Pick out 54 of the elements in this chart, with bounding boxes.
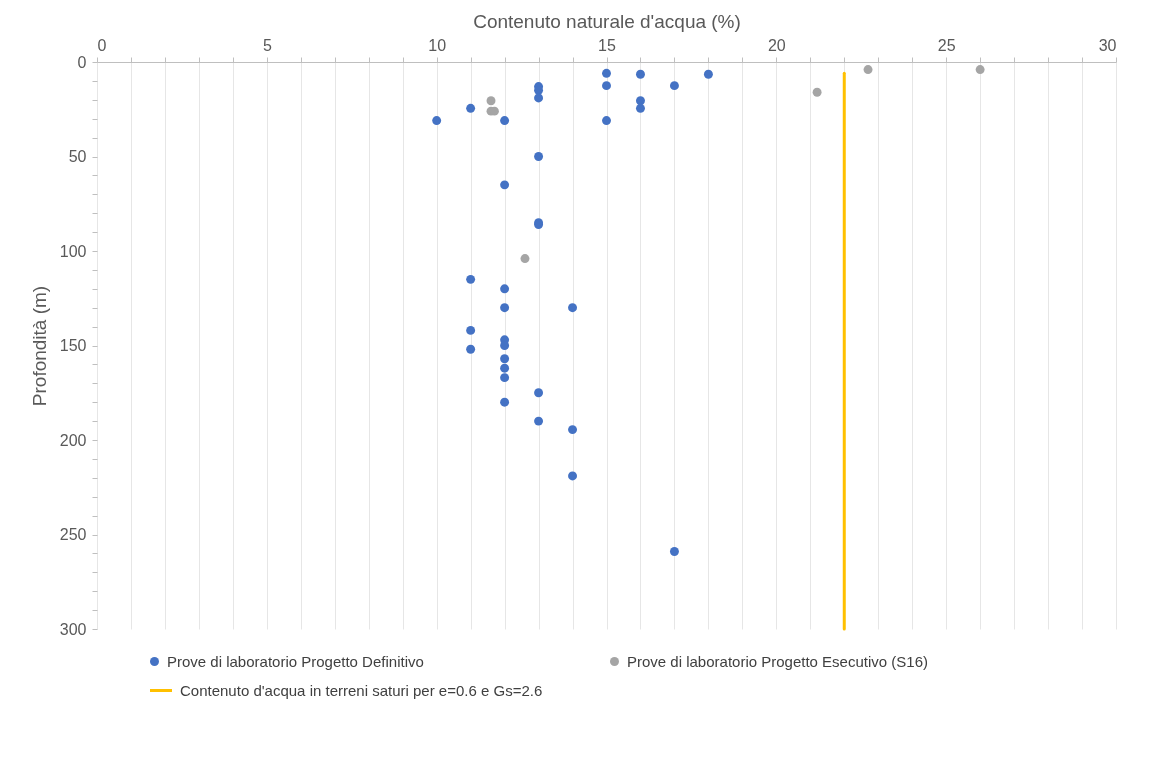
- y-tick-label: 150: [59, 337, 87, 354]
- point: [669, 547, 679, 556]
- point: [500, 180, 510, 190]
- point: [500, 363, 510, 373]
- point: [635, 96, 645, 106]
- point: [975, 65, 985, 75]
- x-tick-label: 25: [937, 36, 956, 54]
- point: [466, 325, 476, 335]
- point: [568, 471, 578, 481]
- x-tick-label: 5: [262, 36, 272, 54]
- point: [863, 65, 873, 75]
- point: [635, 103, 645, 113]
- point: [466, 344, 476, 354]
- x-tick-label: 10: [428, 36, 447, 54]
- point: [466, 274, 476, 284]
- point: [568, 425, 578, 435]
- point: [500, 373, 510, 383]
- legend-label: Prove di laboratorio Progetto Definitivo: [167, 653, 424, 670]
- x-tick-label: 30: [1098, 36, 1117, 54]
- y-tick-label: 250: [59, 526, 87, 543]
- x-tick-label: 15: [598, 36, 616, 54]
- y-tick-label: 300: [59, 620, 87, 638]
- x-tick-label: 0: [97, 36, 107, 54]
- point: [520, 254, 530, 264]
- point: [534, 416, 544, 426]
- legend-label: Contenuto d'acqua in terreni saturi per e=0.6 e Gs=2.6: [180, 682, 543, 699]
- y-tick-label: 50: [68, 148, 87, 165]
- y-tick-label: 0: [77, 53, 87, 71]
- point: [602, 68, 611, 78]
- point: [534, 93, 544, 103]
- point: [602, 116, 611, 126]
- point: [812, 87, 822, 97]
- y-axis-title: Profondità (m): [28, 285, 50, 407]
- point: [602, 81, 611, 91]
- point: [500, 116, 510, 126]
- point: [534, 152, 544, 161]
- point: [466, 103, 476, 113]
- point: [500, 284, 510, 294]
- y-tick-label: 200: [59, 431, 87, 449]
- point: [703, 69, 713, 79]
- x-axis-title: Contenuto naturale d'acqua (%): [473, 10, 741, 32]
- point: [534, 388, 544, 398]
- point: [500, 341, 510, 350]
- point: [635, 69, 645, 79]
- y-tick-label: 100: [59, 242, 87, 260]
- point: [500, 303, 510, 313]
- point: [568, 303, 578, 313]
- point: [669, 81, 679, 91]
- point: [486, 96, 496, 106]
- legend-label: Prove di laboratorio Progetto Esecutivo (S16): [627, 653, 928, 670]
- point: [432, 116, 442, 126]
- point: [500, 397, 510, 407]
- point: [500, 354, 510, 364]
- x-tick-label: 20: [767, 36, 786, 54]
